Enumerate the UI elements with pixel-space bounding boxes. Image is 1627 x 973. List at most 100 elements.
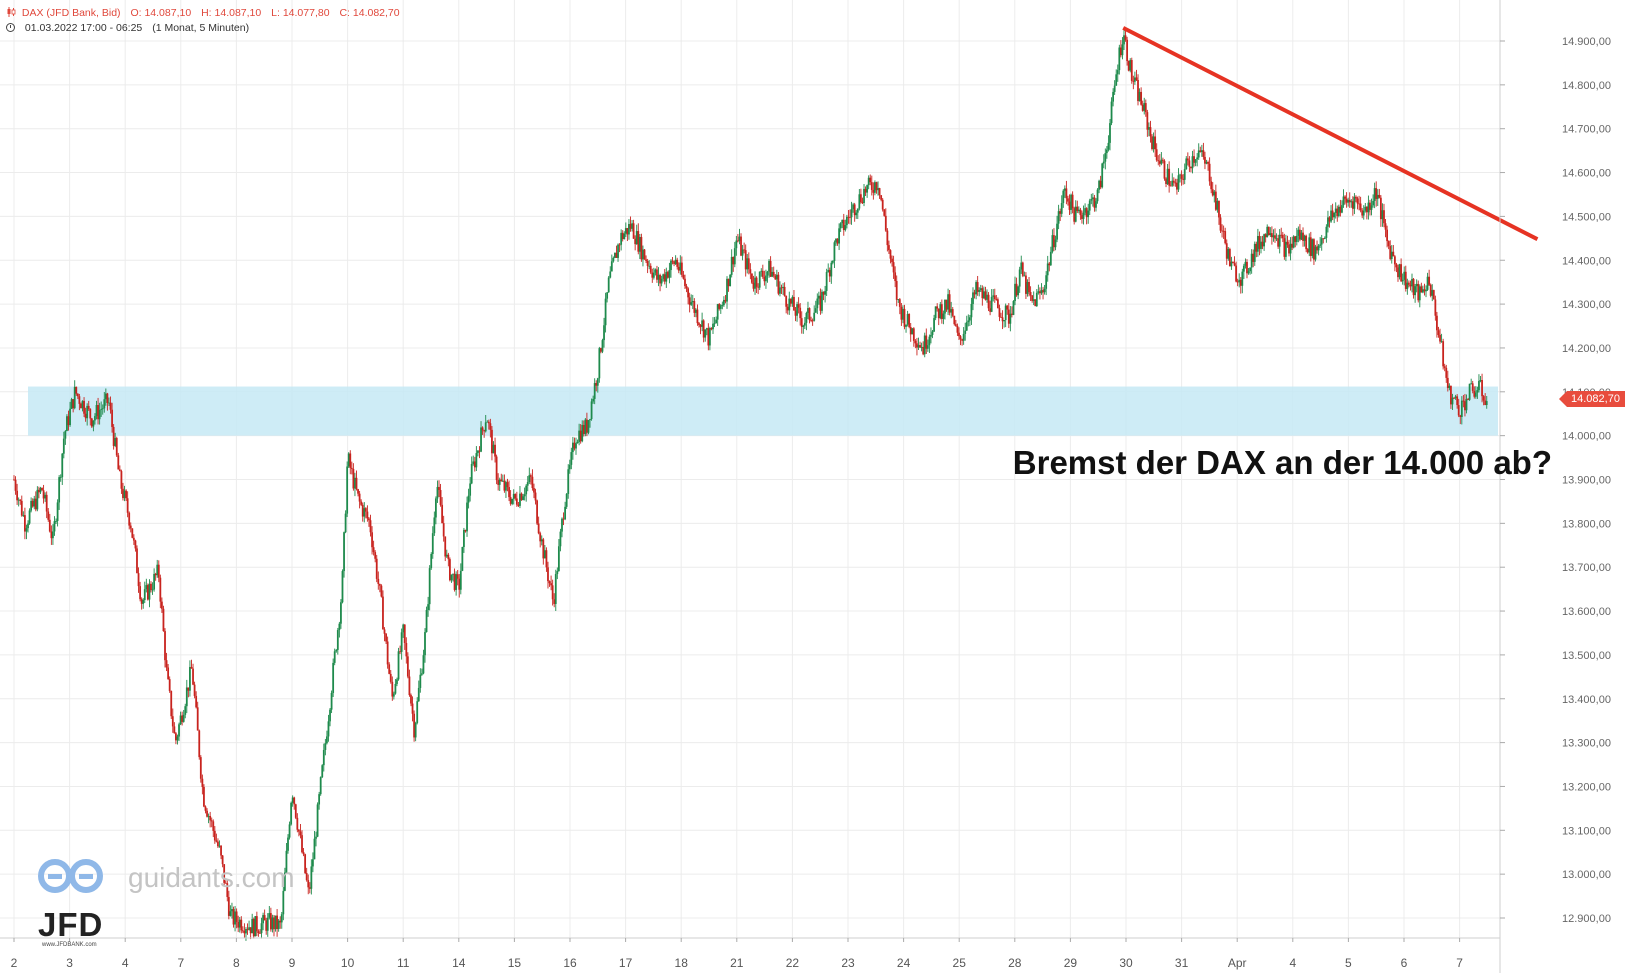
candle — [413, 710, 415, 742]
candle — [1070, 193, 1072, 215]
x-tick-label: 23 — [841, 956, 855, 970]
candle — [231, 902, 233, 919]
candle — [326, 730, 328, 745]
candle — [220, 845, 222, 860]
candle — [1485, 396, 1488, 409]
candle — [1328, 216, 1331, 228]
candle — [821, 289, 823, 314]
candle — [361, 502, 364, 522]
candle — [992, 289, 995, 302]
candle — [25, 524, 28, 540]
candle — [905, 324, 907, 333]
candle — [1043, 284, 1046, 295]
candle — [1017, 285, 1020, 300]
candle — [794, 307, 797, 322]
candle — [1051, 229, 1054, 254]
candle — [600, 347, 602, 354]
candle — [822, 291, 825, 301]
candle — [1155, 143, 1158, 162]
candle — [1239, 277, 1242, 294]
candle — [948, 290, 951, 316]
candle — [55, 518, 57, 524]
candle — [1440, 333, 1443, 343]
candle — [385, 632, 387, 644]
candle — [1339, 199, 1342, 217]
candle — [1412, 277, 1415, 299]
candle — [755, 276, 758, 294]
candle — [964, 322, 967, 341]
candle — [1283, 233, 1286, 260]
candle — [299, 824, 302, 839]
candle — [67, 410, 70, 431]
candle — [159, 574, 162, 609]
candle — [271, 914, 274, 933]
candle — [986, 289, 988, 303]
instrument-header: DAX (JFD Bank, Bid) O: 14.087,10 H: 14.0… — [6, 6, 407, 20]
y-tick-label: 14.900,00 — [1562, 36, 1611, 48]
candle — [1028, 276, 1030, 297]
candle — [1281, 231, 1284, 243]
candle — [378, 583, 381, 593]
candle — [431, 526, 434, 559]
candle — [81, 400, 84, 412]
candle — [1197, 143, 1200, 160]
candle — [925, 328, 928, 355]
candle — [1342, 189, 1345, 208]
candle — [970, 297, 973, 325]
candle — [936, 303, 939, 312]
candle — [369, 514, 372, 537]
candle — [1105, 146, 1108, 159]
candle — [652, 267, 655, 280]
candle — [391, 676, 394, 701]
candle — [782, 283, 784, 295]
candle — [685, 283, 688, 293]
candle — [1124, 29, 1127, 42]
candle — [567, 464, 570, 499]
candle — [1414, 283, 1417, 303]
candle — [146, 583, 149, 601]
candle — [612, 256, 615, 263]
candle — [698, 321, 700, 328]
candle — [123, 485, 126, 502]
candle — [1347, 197, 1350, 207]
candle — [293, 796, 296, 810]
candle — [1068, 194, 1071, 215]
candle — [266, 913, 269, 937]
candle — [1045, 271, 1048, 296]
candle — [1029, 286, 1032, 302]
candle — [463, 527, 465, 553]
candle — [708, 326, 711, 351]
candle — [505, 480, 507, 498]
candle — [1138, 88, 1141, 102]
candle — [495, 454, 498, 485]
candle — [1479, 375, 1482, 383]
candle — [1151, 134, 1153, 151]
candle — [1334, 202, 1337, 219]
candle — [897, 299, 900, 303]
candle — [515, 491, 518, 507]
range-header: 01.03.2022 17:00 - 06:25 (1 Monat, 5 Min… — [6, 22, 256, 35]
candle — [1295, 227, 1298, 246]
candle — [1039, 287, 1041, 300]
candle — [895, 275, 898, 307]
candle — [1144, 99, 1147, 117]
candle — [1213, 190, 1216, 203]
candle — [724, 294, 727, 304]
candle — [268, 906, 271, 920]
candle — [889, 249, 892, 264]
candles-layer — [13, 29, 1488, 941]
candle — [210, 817, 213, 828]
candle — [726, 276, 728, 309]
candle — [218, 840, 221, 848]
candle — [1054, 235, 1057, 251]
candle — [534, 488, 537, 505]
candle — [894, 266, 897, 288]
jfd-logo: JFD — [38, 906, 104, 943]
candle — [575, 437, 577, 455]
candle — [494, 437, 496, 463]
candle — [1378, 188, 1381, 199]
candle — [153, 568, 156, 592]
candle — [1006, 305, 1009, 315]
candle — [660, 275, 663, 287]
